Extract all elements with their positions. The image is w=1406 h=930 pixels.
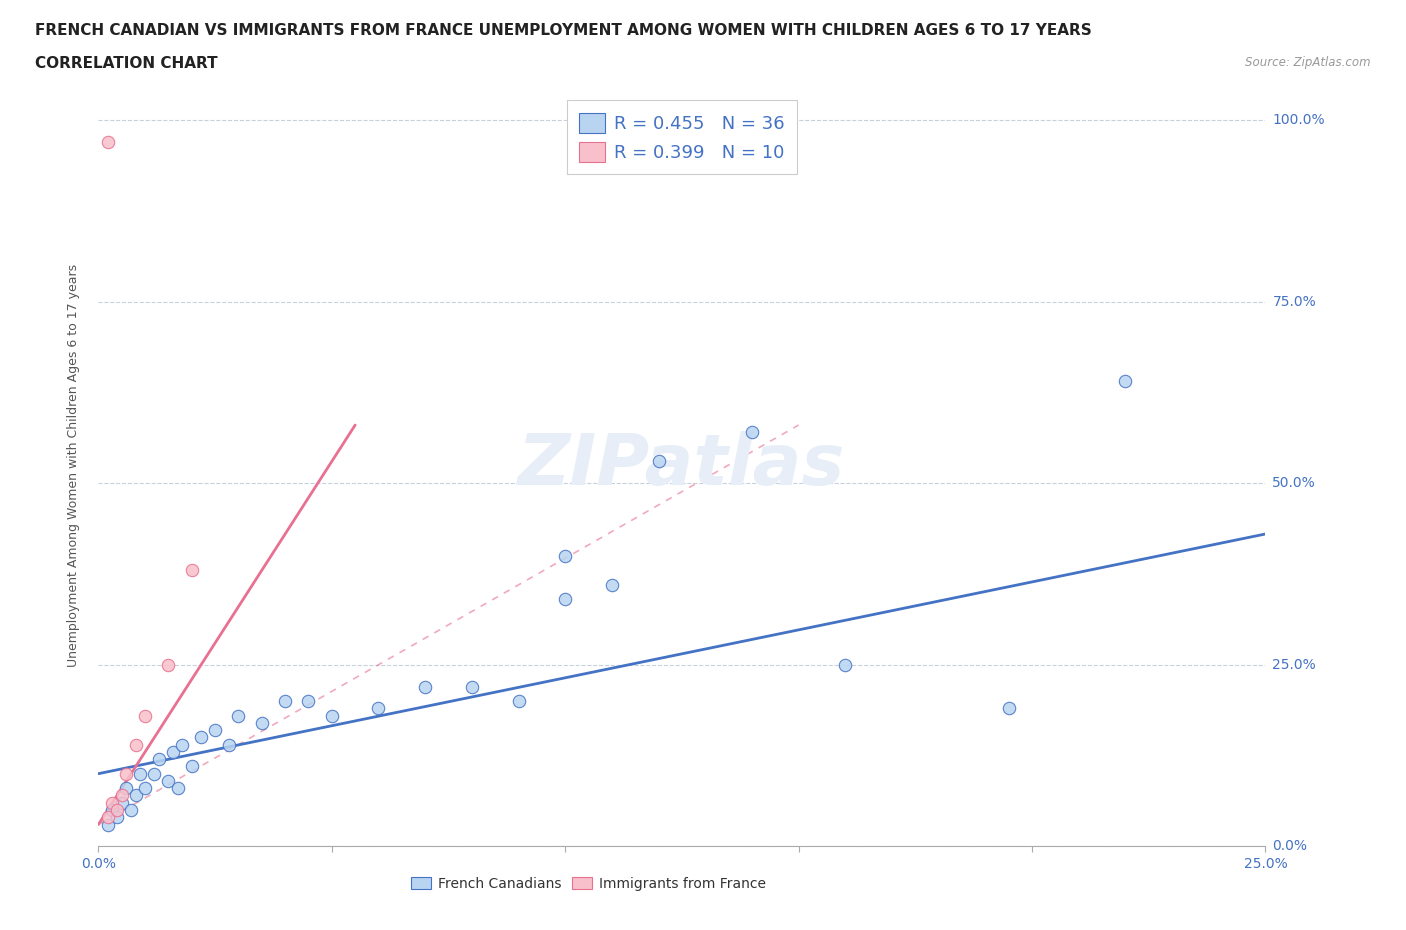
Point [97,817,120,832]
Point [111,788,134,803]
Text: ZIPatlas: ZIPatlas [519,431,845,499]
Text: 75.0%: 75.0% [1272,295,1316,309]
Point [111,795,134,810]
Point [134,781,156,796]
Point [461,679,484,694]
Point [97,134,120,149]
Point [834,658,856,672]
Point [180,563,202,578]
Point [228,708,250,723]
Point [321,708,343,723]
Point [125,788,148,803]
Point [134,708,156,723]
Point [297,694,319,709]
Point [157,658,180,672]
Text: 100.0%: 100.0% [1272,113,1324,127]
Text: 50.0%: 50.0% [1272,476,1316,490]
Y-axis label: Unemployment Among Women with Children Ages 6 to 17 years: Unemployment Among Women with Children A… [66,263,80,667]
Point [148,751,170,766]
Point [101,795,124,810]
Point [180,759,202,774]
Point [105,810,128,825]
Point [97,810,120,825]
Point [274,694,297,709]
Point [600,578,623,592]
Point [105,803,128,817]
Point [190,730,212,745]
Point [554,591,576,606]
Point [166,781,188,796]
Point [162,744,184,759]
Point [554,549,576,564]
Point [218,737,240,752]
Point [115,766,138,781]
Point [157,774,180,789]
Point [741,425,763,440]
Point [172,737,194,752]
Text: CORRELATION CHART: CORRELATION CHART [35,56,218,71]
Text: 25.0%: 25.0% [1272,658,1316,671]
Point [115,781,138,796]
Point [250,715,273,730]
Point [413,679,436,694]
Point [143,766,166,781]
Point [101,803,124,817]
Text: Source: ZipAtlas.com: Source: ZipAtlas.com [1246,56,1371,69]
Point [125,737,148,752]
Text: FRENCH CANADIAN VS IMMIGRANTS FROM FRANCE UNEMPLOYMENT AMONG WOMEN WITH CHILDREN: FRENCH CANADIAN VS IMMIGRANTS FROM FRANC… [35,23,1092,38]
Point [120,803,142,817]
Text: 0.0%: 0.0% [1272,839,1308,854]
Point [647,454,669,469]
Point [129,766,152,781]
Point [1114,374,1136,389]
Point [997,701,1019,716]
Point [508,694,530,709]
Legend: French Canadians, Immigrants from France: French Canadians, Immigrants from France [406,871,772,897]
Point [204,723,226,737]
Point [367,701,389,716]
